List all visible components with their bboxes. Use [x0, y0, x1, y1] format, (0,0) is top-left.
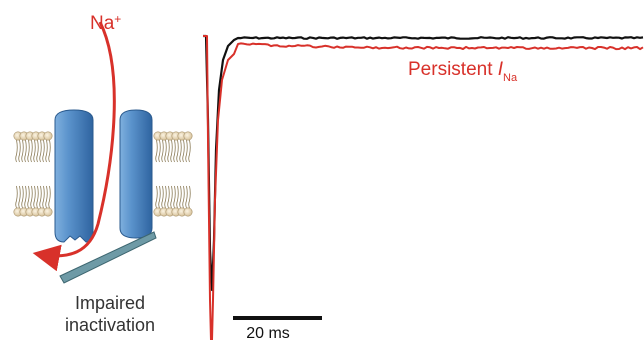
- lipid-head: [183, 131, 193, 141]
- current-traces: [203, 34, 644, 340]
- lipid-tail: [15, 139, 18, 163]
- lipid-tail: [185, 185, 188, 209]
- channel-subunit-right: [119, 109, 153, 239]
- trace-mutant: [203, 35, 644, 340]
- lipid-tail: [18, 185, 21, 209]
- lipid-tail: [158, 139, 161, 163]
- lipid-tail: [39, 139, 42, 163]
- lipid-tail: [24, 139, 27, 163]
- lipid-tail: [42, 185, 45, 209]
- lipid-tail: [18, 139, 21, 163]
- lipid-tail: [45, 185, 48, 209]
- lipid-tail: [167, 185, 170, 209]
- lipid-tail: [170, 139, 173, 163]
- lipid-tail: [176, 139, 179, 163]
- lipid-tail: [48, 139, 51, 163]
- lipid-head: [43, 207, 53, 217]
- lipid-tail: [164, 185, 167, 209]
- lipid-tail: [158, 185, 161, 209]
- lipid-tail: [173, 139, 176, 163]
- channel-subunit-left: [54, 109, 94, 243]
- lipid-head: [183, 207, 193, 217]
- scale-bar-label: 20 ms: [246, 325, 290, 340]
- lipid-bilayer: [13, 131, 193, 217]
- lipid-tail: [161, 139, 164, 163]
- persistent-current-label: Persistent INa: [408, 59, 518, 84]
- lipid-tail: [176, 185, 179, 209]
- lipid-tail: [15, 185, 18, 209]
- lipid-tail: [161, 185, 164, 209]
- lipid-tail: [21, 139, 24, 163]
- lipid-tail: [36, 139, 39, 163]
- impaired-label: Impaired: [75, 293, 145, 313]
- lipid-tail: [33, 139, 36, 163]
- lipid-tail: [173, 185, 176, 209]
- lipid-tail: [179, 185, 182, 209]
- lipid-tail: [27, 139, 30, 163]
- lipid-tail: [30, 185, 33, 209]
- lipid-tail: [21, 185, 24, 209]
- lipid-tail: [27, 185, 30, 209]
- lipid-tail: [30, 139, 33, 163]
- lipid-tail: [45, 139, 48, 163]
- lipid-tail: [36, 185, 39, 209]
- lipid-tail: [164, 139, 167, 163]
- inactivation-label: inactivation: [65, 315, 155, 335]
- sodium-flow-arrow: [32, 21, 116, 272]
- lipid-tail: [167, 139, 170, 163]
- ion-label: Na+: [90, 12, 121, 34]
- lipid-tail: [155, 185, 158, 209]
- lipid-tail: [179, 139, 182, 163]
- lipid-tail: [24, 185, 27, 209]
- inactivation-gate: [59, 231, 157, 284]
- lipid-tail: [42, 139, 45, 163]
- lipid-tail: [185, 139, 188, 163]
- lipid-tail: [33, 185, 36, 209]
- lipid-tail: [188, 139, 191, 163]
- sodium-channel: [54, 109, 157, 284]
- lipid-tail: [188, 185, 191, 209]
- lipid-tail: [170, 185, 173, 209]
- lipid-tail: [182, 185, 185, 209]
- lipid-head: [43, 131, 53, 141]
- lipid-tail: [155, 139, 158, 163]
- lipid-tail: [182, 139, 185, 163]
- lipid-tail: [48, 185, 51, 209]
- lipid-tail: [39, 185, 42, 209]
- trace-normal: [203, 34, 644, 292]
